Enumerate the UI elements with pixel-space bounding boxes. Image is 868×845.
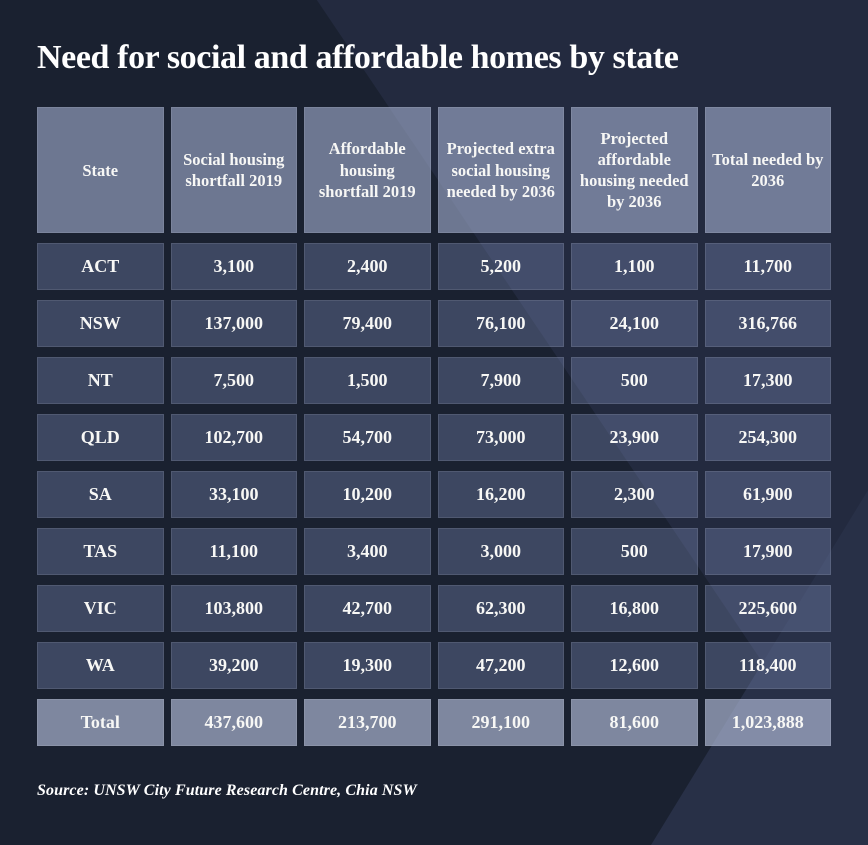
- value-cell: 33,100: [170, 471, 297, 519]
- value-cell: 254,300: [704, 414, 831, 462]
- value-cell: 73,000: [437, 414, 564, 462]
- value-cell: 61,900: [704, 471, 831, 519]
- value-cell: 62,300: [437, 585, 564, 633]
- column-header: Total needed by 2036: [704, 107, 831, 234]
- state-label-cell: TAS: [37, 528, 164, 576]
- value-cell: 137,000: [170, 300, 297, 348]
- value-cell: 3,100: [170, 243, 297, 291]
- value-cell: 7,500: [170, 357, 297, 405]
- column-header-state: State: [37, 107, 164, 234]
- value-cell: 54,700: [304, 414, 431, 462]
- column-header: Affordable housing shortfall 2019: [304, 107, 431, 234]
- value-cell: 23,900: [571, 414, 698, 462]
- total-row-label: Total: [37, 699, 164, 747]
- column-header: Projected affordable housing needed by 2…: [571, 107, 698, 234]
- value-cell: 39,200: [170, 642, 297, 690]
- value-cell: 24,100: [571, 300, 698, 348]
- state-label-cell: NT: [37, 357, 164, 405]
- column-header: Projected extra social housing needed by…: [437, 107, 564, 234]
- value-cell: 316,766: [704, 300, 831, 348]
- value-cell: 213,700: [304, 699, 431, 747]
- state-label-cell: VIC: [37, 585, 164, 633]
- value-cell: 12,600: [571, 642, 698, 690]
- value-cell: 102,700: [170, 414, 297, 462]
- value-cell: 7,900: [437, 357, 564, 405]
- value-cell: 225,600: [704, 585, 831, 633]
- value-cell: 500: [571, 357, 698, 405]
- infographic-container: Need for social and affordable homes by …: [37, 39, 831, 800]
- value-cell: 47,200: [437, 642, 564, 690]
- state-label-cell: ACT: [37, 243, 164, 291]
- value-cell: 11,100: [170, 528, 297, 576]
- value-cell: 17,300: [704, 357, 831, 405]
- value-cell: 42,700: [304, 585, 431, 633]
- column-header: Social housing shortfall 2019: [170, 107, 297, 234]
- value-cell: 2,400: [304, 243, 431, 291]
- value-cell: 3,400: [304, 528, 431, 576]
- state-label-cell: QLD: [37, 414, 164, 462]
- value-cell: 291,100: [437, 699, 564, 747]
- page-title: Need for social and affordable homes by …: [37, 39, 679, 76]
- value-cell: 16,800: [571, 585, 698, 633]
- value-cell: 1,500: [304, 357, 431, 405]
- value-cell: 16,200: [437, 471, 564, 519]
- value-cell: 103,800: [170, 585, 297, 633]
- state-table: State Social housing shortfall 2019 Afford…: [37, 107, 831, 747]
- source-note: Source: UNSW City Future Research Centre…: [37, 782, 417, 800]
- value-cell: 1,023,888: [704, 699, 831, 747]
- value-cell: 118,400: [704, 642, 831, 690]
- value-cell: 1,100: [571, 243, 698, 291]
- value-cell: 11,700: [704, 243, 831, 291]
- state-label-cell: NSW: [37, 300, 164, 348]
- value-cell: 17,900: [704, 528, 831, 576]
- value-cell: 2,300: [571, 471, 698, 519]
- value-cell: 5,200: [437, 243, 564, 291]
- value-cell: 10,200: [304, 471, 431, 519]
- value-cell: 76,100: [437, 300, 564, 348]
- value-cell: 79,400: [304, 300, 431, 348]
- value-cell: 81,600: [571, 699, 698, 747]
- state-label-cell: SA: [37, 471, 164, 519]
- value-cell: 500: [571, 528, 698, 576]
- value-cell: 19,300: [304, 642, 431, 690]
- value-cell: 437,600: [170, 699, 297, 747]
- state-label-cell: WA: [37, 642, 164, 690]
- value-cell: 3,000: [437, 528, 564, 576]
